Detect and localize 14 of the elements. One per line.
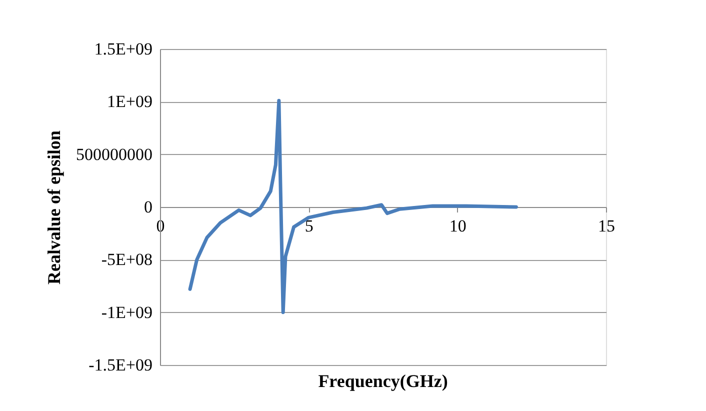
y-tick-label: -5E+08 bbox=[101, 250, 152, 270]
y-tick-label: -1.5E+09 bbox=[88, 356, 152, 374]
x-tick-label: 0 bbox=[156, 216, 165, 236]
y-tick-label: 1.5E+09 bbox=[94, 40, 152, 58]
x-tick-label: 5 bbox=[304, 216, 314, 236]
y-tick-label: 1E+09 bbox=[107, 92, 152, 112]
x-tick-label: 10 bbox=[449, 216, 466, 236]
y-axis-title: Realvalue of epsilon bbox=[44, 130, 64, 285]
line-series bbox=[188, 98, 518, 314]
x-tick-label: 15 bbox=[598, 216, 615, 236]
y-tick-label: 500000000 bbox=[76, 144, 152, 164]
y-tick-label: -1E+09 bbox=[101, 302, 152, 322]
x-axis-title: Frequency(GHz) bbox=[318, 371, 448, 391]
y-tick-label: 0 bbox=[144, 198, 152, 216]
